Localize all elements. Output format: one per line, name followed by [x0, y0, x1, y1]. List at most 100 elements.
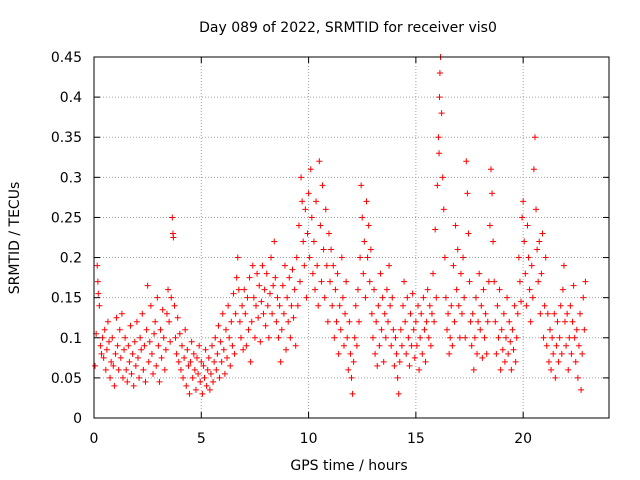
data-point: [558, 350, 565, 357]
data-point: [269, 310, 276, 317]
data-point: [289, 266, 296, 273]
data-point: [389, 294, 396, 301]
data-point: [95, 290, 102, 297]
data-point: [536, 238, 543, 245]
data-point: [472, 294, 479, 301]
data-point: [396, 358, 403, 365]
data-point: [235, 286, 242, 293]
data-point: [560, 262, 567, 269]
data-point: [361, 238, 368, 245]
data-point: [196, 342, 203, 349]
data-point: [94, 262, 101, 269]
data-point: [475, 318, 482, 325]
data-point: [511, 302, 518, 309]
x-tick-label: 0: [90, 431, 99, 447]
data-point: [103, 346, 110, 353]
data-point: [184, 346, 191, 353]
data-point: [125, 342, 132, 349]
data-point: [123, 366, 130, 373]
data-point: [253, 302, 260, 309]
data-point: [275, 334, 282, 341]
data-point: [351, 334, 358, 341]
data-point: [121, 346, 128, 353]
data-point: [242, 310, 249, 317]
data-point: [152, 318, 159, 325]
data-point: [357, 254, 364, 261]
data-point: [493, 350, 500, 357]
data-point: [428, 310, 435, 317]
y-tick-label: 0: [73, 411, 82, 427]
data-point: [154, 294, 161, 301]
data-point: [367, 246, 374, 253]
data-point: [462, 334, 469, 341]
data-point: [148, 350, 155, 357]
data-point: [424, 286, 431, 293]
data-point: [195, 370, 202, 377]
data-point: [519, 214, 526, 221]
data-point: [419, 350, 426, 357]
data-point: [285, 318, 292, 325]
data-point: [259, 262, 266, 269]
data-point: [194, 354, 200, 361]
data-point: [317, 222, 324, 229]
data-point: [340, 342, 347, 349]
data-point: [366, 278, 373, 285]
data-point: [568, 350, 575, 357]
data-point: [412, 318, 419, 325]
data-point: [369, 334, 376, 341]
data-point: [185, 362, 192, 369]
data-point: [268, 254, 275, 261]
data-point: [435, 134, 442, 141]
data-point: [569, 318, 576, 325]
data-point: [537, 310, 544, 317]
data-point: [231, 350, 238, 357]
data-point: [218, 358, 225, 365]
data-point: [112, 350, 119, 357]
data-point: [443, 326, 450, 333]
data-point: [487, 166, 494, 173]
data-point: [465, 230, 472, 237]
data-point: [470, 366, 477, 373]
data-point: [504, 294, 511, 301]
data-point: [402, 318, 409, 325]
data-point: [102, 366, 109, 373]
data-point: [427, 342, 434, 349]
data-point: [528, 262, 535, 269]
data-point: [410, 326, 417, 333]
data-point: [328, 246, 335, 253]
data-point: [489, 190, 496, 197]
data-point: [199, 390, 206, 397]
data-point: [318, 278, 325, 285]
data-point: [190, 350, 197, 357]
data-point: [239, 302, 246, 309]
data-point: [403, 350, 410, 357]
data-point: [295, 222, 302, 229]
data-point: [232, 310, 239, 317]
data-point: [455, 302, 462, 309]
data-point: [204, 366, 211, 373]
data-point: [272, 274, 279, 281]
data-point: [466, 278, 473, 285]
data-point: [249, 262, 256, 269]
data-point: [138, 346, 145, 353]
data-point: [409, 290, 416, 297]
data-point: [281, 262, 288, 269]
data-point: [522, 270, 529, 277]
data-point: [263, 270, 270, 277]
data-point: [170, 234, 177, 241]
data-point: [521, 238, 528, 245]
data-point: [541, 302, 548, 309]
data-point: [256, 282, 263, 289]
data-point: [575, 342, 582, 349]
data-point: [292, 342, 299, 349]
data-point: [297, 278, 303, 285]
data-point: [439, 174, 446, 181]
data-point: [209, 342, 216, 349]
data-point: [578, 386, 585, 393]
data-point: [566, 334, 573, 341]
x-axis-label: GPS time / hours: [290, 458, 407, 474]
data-point: [313, 198, 320, 205]
data-point: [322, 206, 329, 213]
data-point: [392, 334, 399, 341]
data-point: [540, 334, 547, 341]
